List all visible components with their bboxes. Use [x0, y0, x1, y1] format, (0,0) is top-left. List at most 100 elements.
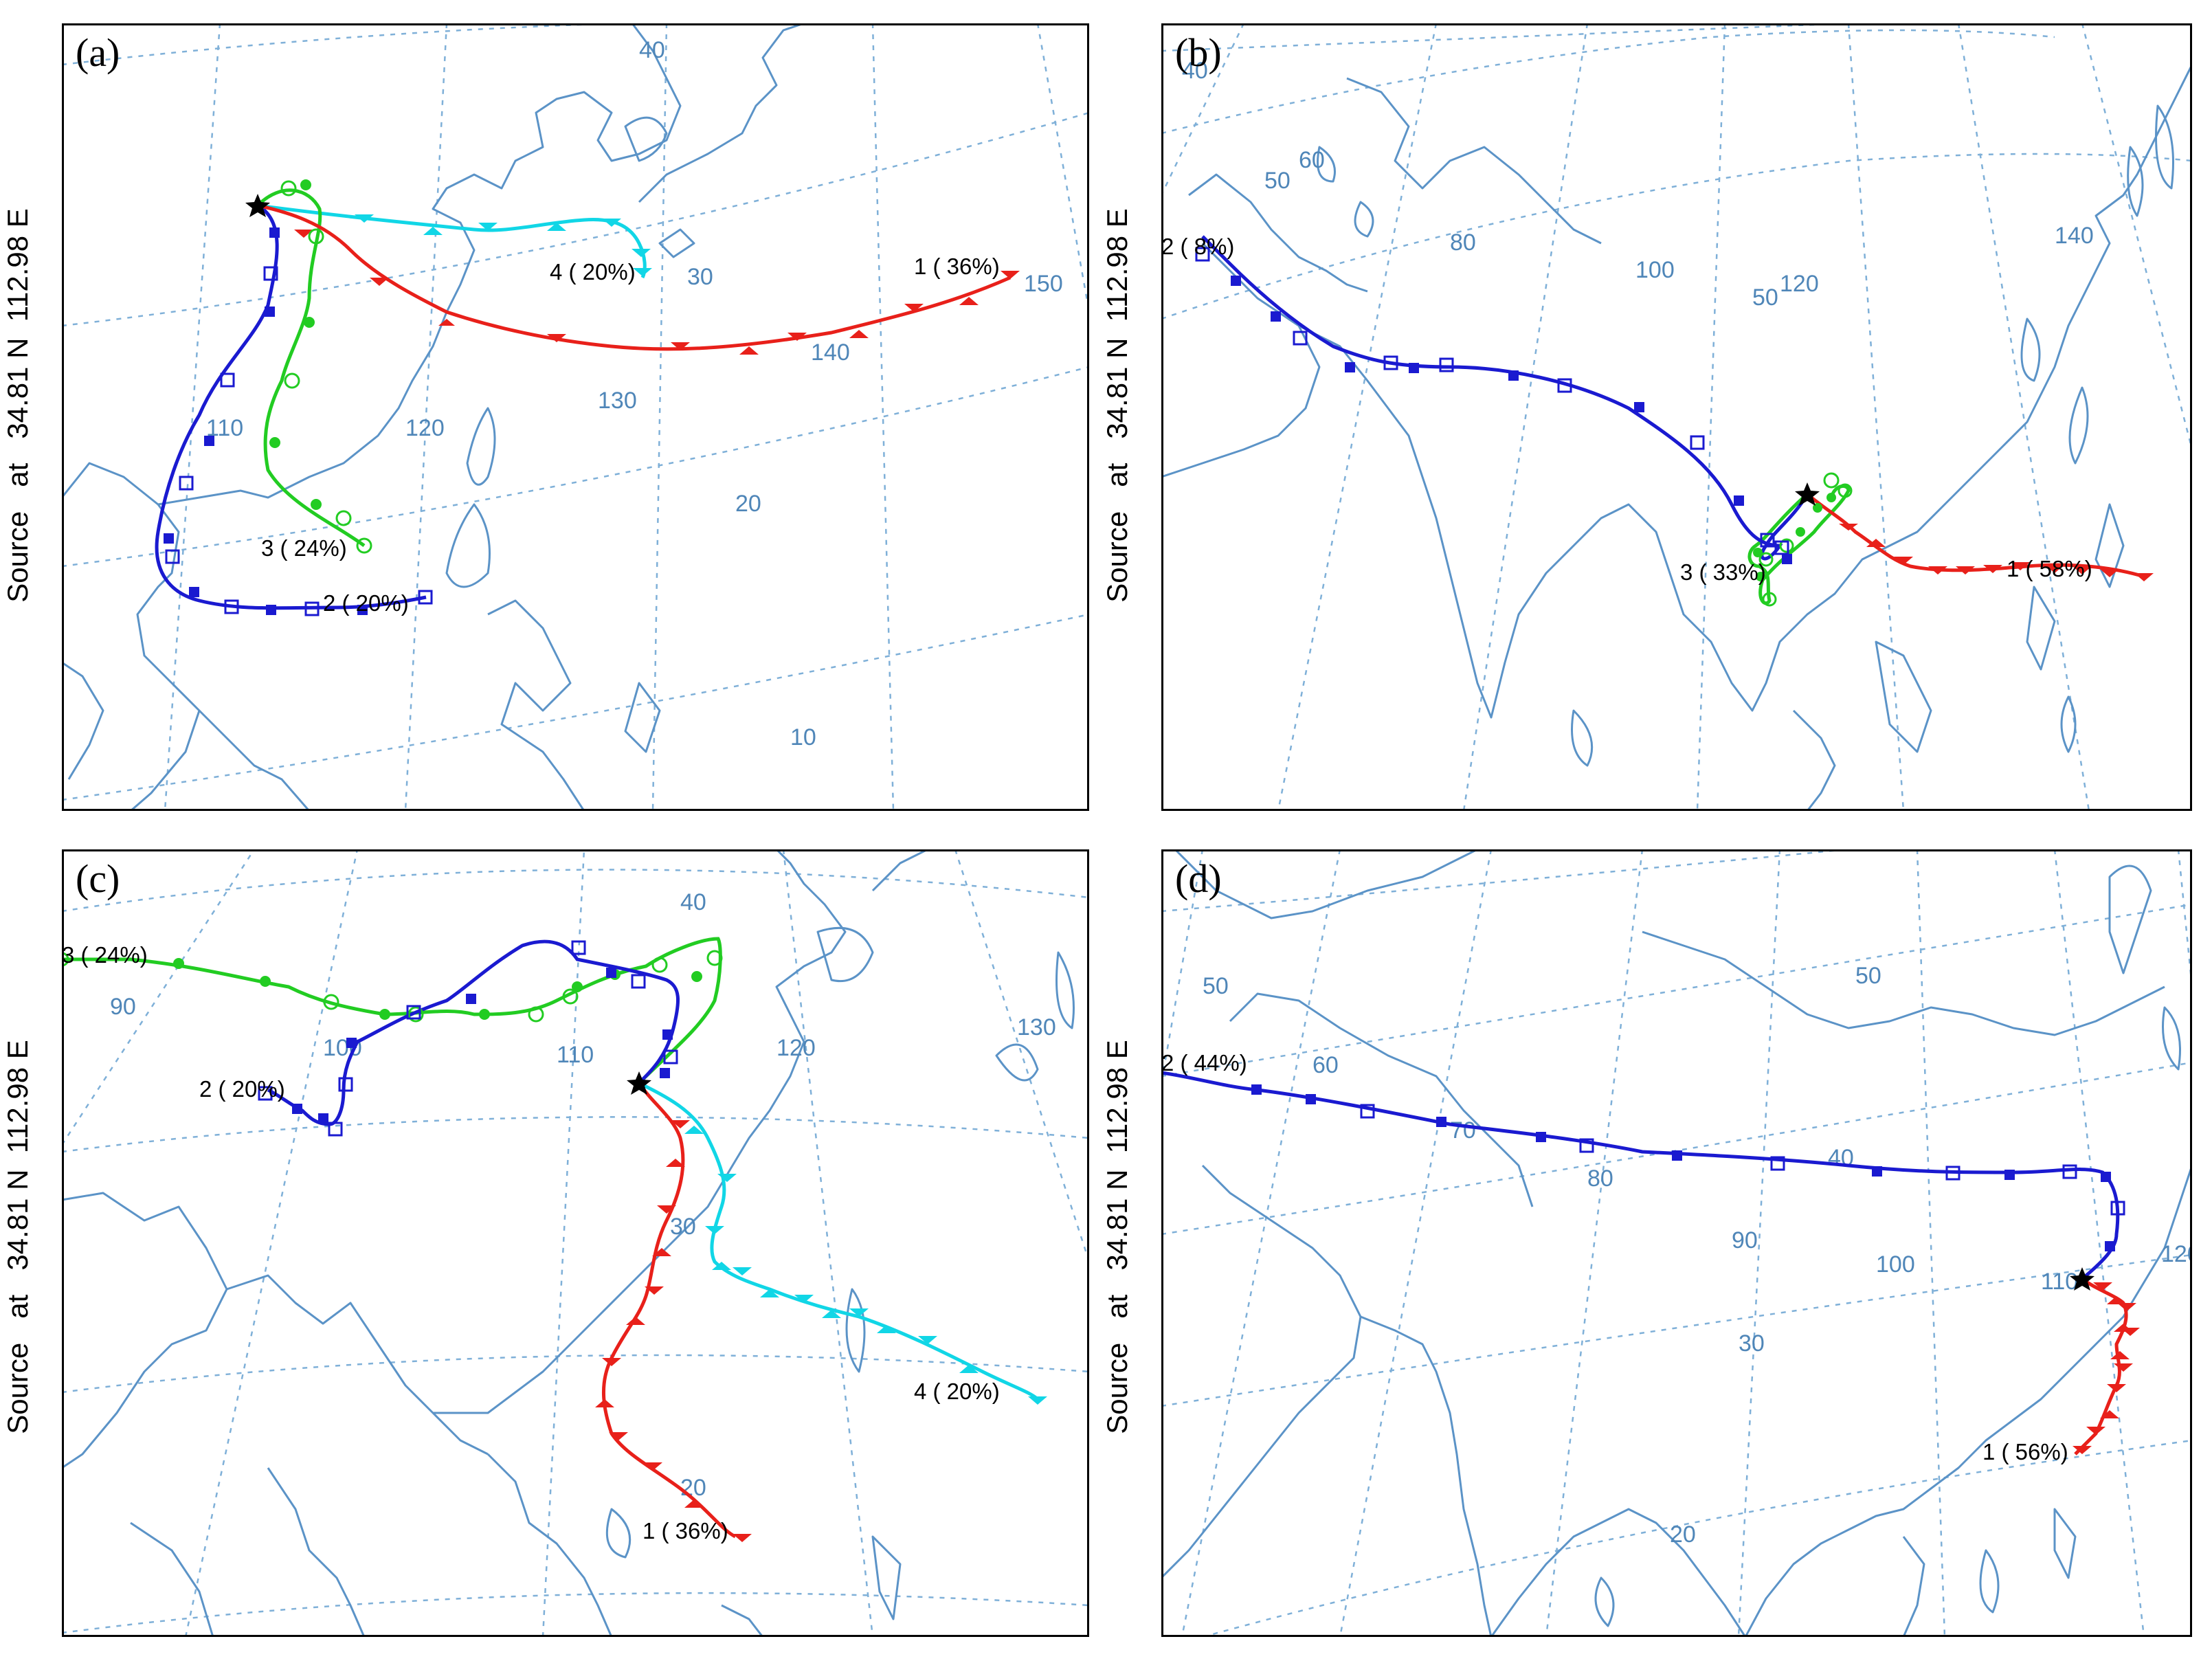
svg-text:40: 40 [639, 37, 665, 63]
svg-text:20: 20 [735, 491, 761, 517]
svg-text:100: 100 [1635, 257, 1675, 283]
trajectory-labels: 1 ( 56%) 2 ( 44%) [1161, 1050, 2068, 1464]
svg-text:80: 80 [1587, 1166, 1613, 1192]
panel-c: 90 100 110 120 130 40 30 20 [62, 849, 1089, 1637]
coastlines [62, 849, 1075, 1637]
panel-frame [1161, 23, 2192, 811]
trajectory-markers [1195, 247, 2154, 607]
traj-label-3: 3 ( 24%) [261, 535, 347, 561]
trajectory-labels: 1 ( 36%) 2 ( 20%) 3 ( 24%) 4 ( 20%) [62, 942, 1000, 1543]
svg-text:120: 120 [2161, 1241, 2192, 1267]
lat-lon-labels: 110 120 130 140 150 10 20 30 40 [206, 37, 1063, 750]
trajectory-2 [1161, 1071, 2120, 1280]
svg-text:30: 30 [670, 1214, 696, 1240]
trajectory-3 [1747, 484, 1851, 605]
traj-label-2: 2 ( 20%) [323, 590, 409, 616]
source-label-bottom-left: Source at 34.81 N 112.98 E [7, 832, 48, 1642]
source-label-top-left: Source at 34.81 N 112.98 E [7, 0, 48, 811]
panel-letter: (b) [1175, 30, 1222, 75]
source-label-text: Source at 34.81 N 112.98 E [1106, 1040, 1133, 1434]
coastlines [1161, 64, 2192, 811]
source-star-marker [2070, 1267, 2094, 1291]
trajectory-3 [62, 937, 722, 1084]
panel-b: 40 60 80 100 120 140 50 50 [1161, 23, 2192, 811]
svg-text:40: 40 [680, 889, 706, 915]
traj-label-2: 2 ( 8%) [1161, 234, 1234, 259]
graticule [1161, 849, 2192, 1637]
svg-text:50: 50 [1203, 973, 1229, 999]
panel-frame [62, 23, 1089, 811]
trajectory-2 [267, 939, 680, 1126]
graticule [62, 849, 1089, 1637]
coastlines [1161, 849, 2192, 1637]
trajectory-1 [257, 203, 1012, 351]
panel-a-map: 110 120 130 140 150 10 20 30 40 [62, 23, 1089, 811]
source-star-marker [1795, 482, 1820, 506]
svg-text:50: 50 [1855, 963, 1881, 989]
panel-letter: (d) [1175, 856, 1222, 901]
coastlines [62, 23, 805, 811]
svg-text:40: 40 [1182, 58, 1208, 84]
svg-text:70: 70 [1450, 1117, 1476, 1144]
panel-letter: (c) [76, 856, 120, 901]
trajectory-4 [638, 1081, 1039, 1401]
svg-text:50: 50 [1752, 285, 1778, 311]
svg-text:100: 100 [1876, 1251, 1915, 1278]
panel-frame [1161, 849, 2192, 1637]
panel-a: 110 120 130 140 150 10 20 30 40 [62, 23, 1089, 811]
trajectory-markers [62, 940, 1047, 1542]
graticule [62, 23, 1089, 811]
source-label-text: Source at 34.81 N 112.98 E [7, 208, 34, 603]
svg-text:80: 80 [1450, 230, 1476, 256]
traj-label-1: 1 ( 36%) [914, 254, 1000, 279]
panel-frame [62, 849, 1089, 1637]
traj-label-3: 3 ( 24%) [62, 942, 148, 968]
traj-label-2: 2 ( 20%) [199, 1076, 285, 1102]
svg-text:130: 130 [598, 388, 637, 414]
traj-label-3: 3 ( 33%) [1680, 559, 1766, 585]
trajectory-markers [164, 179, 1020, 616]
traj-label-4: 4 ( 20%) [914, 1379, 1000, 1404]
svg-text:10: 10 [790, 724, 816, 750]
traj-label-1: 1 ( 36%) [643, 1518, 728, 1543]
source-label-top-right: Source at 34.81 N 112.98 E [1106, 0, 1148, 811]
svg-text:140: 140 [2055, 223, 2094, 249]
source-label-text: Source at 34.81 N 112.98 E [1106, 208, 1133, 603]
panel-c-map: 90 100 110 120 130 40 30 20 [62, 849, 1089, 1637]
svg-text:60: 60 [1299, 147, 1325, 173]
panel-d-map: 50 60 70 80 90 100 110 120 50 40 30 20 [1161, 849, 2192, 1637]
svg-text:20: 20 [680, 1475, 706, 1501]
svg-text:90: 90 [1732, 1227, 1758, 1253]
svg-text:110: 110 [557, 1042, 594, 1068]
trajectory-2 [1201, 235, 1809, 561]
svg-text:90: 90 [110, 994, 136, 1020]
svg-text:150: 150 [1024, 271, 1063, 297]
svg-text:50: 50 [1264, 168, 1291, 194]
svg-text:120: 120 [777, 1035, 816, 1061]
svg-text:120: 120 [405, 415, 445, 441]
source-label-text: Source at 34.81 N 112.98 E [7, 1040, 34, 1434]
panel-letter: (a) [76, 30, 120, 75]
traj-label-4: 4 ( 20%) [550, 259, 636, 285]
lat-lon-labels: 40 60 80 100 120 140 50 50 [1182, 58, 2094, 311]
traj-label-1: 1 ( 58%) [2007, 556, 2092, 581]
panel-d: 50 60 70 80 90 100 110 120 50 40 30 20 [1161, 849, 2192, 1637]
source-star-marker [245, 194, 270, 217]
trajectory-labels: 1 ( 36%) 2 ( 20%) 3 ( 24%) 4 ( 20%) [261, 254, 1000, 616]
svg-text:30: 30 [1739, 1330, 1765, 1357]
lat-lon-labels: 50 60 70 80 90 100 110 120 50 40 30 20 [1203, 963, 2192, 1548]
svg-text:30: 30 [687, 264, 713, 290]
trajectory-labels: 1 ( 58%) 2 ( 8%) 3 ( 33%) [1161, 234, 2092, 585]
source-label-bottom-right: Source at 34.81 N 112.98 E [1106, 832, 1148, 1642]
trajectory-markers [1251, 1084, 2140, 1454]
panel-b-map: 40 60 80 100 120 140 50 50 [1161, 23, 2192, 811]
svg-text:110: 110 [2041, 1269, 2078, 1295]
trajectory-2 [155, 203, 427, 610]
svg-text:60: 60 [1312, 1052, 1339, 1078]
svg-text:130: 130 [1017, 1014, 1056, 1040]
svg-text:20: 20 [1670, 1521, 1696, 1548]
svg-text:120: 120 [1780, 271, 1819, 297]
trajectory-3 [256, 188, 366, 548]
source-star-marker [627, 1071, 651, 1095]
